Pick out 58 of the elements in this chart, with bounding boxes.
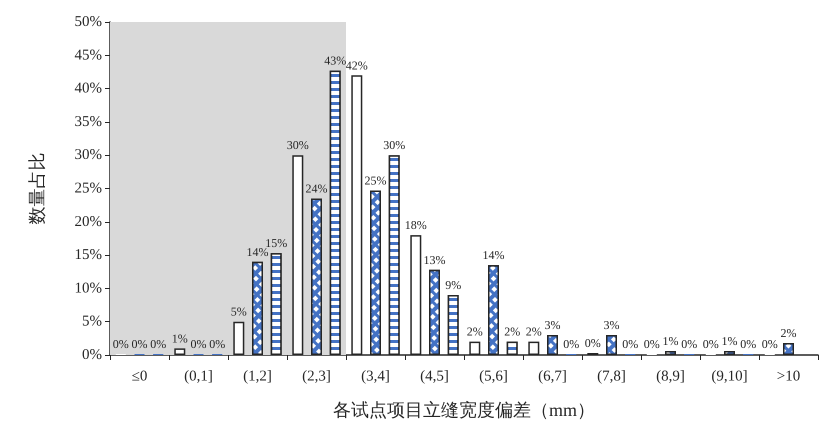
data-label: 0%	[150, 337, 166, 351]
data-label: 0%	[702, 337, 719, 351]
data-label: 0%	[132, 337, 148, 351]
data-label: 0%	[584, 336, 601, 350]
data-label: 9%	[445, 278, 462, 292]
y-tick-label: 10%	[74, 280, 102, 296]
y-tick-label: 40%	[74, 80, 102, 97]
x-tick-label: (0,1]	[184, 368, 213, 384]
y-tick-label: 20%	[74, 214, 102, 230]
x-tick-label: (2,3]	[302, 368, 331, 384]
data-label: 43%	[324, 54, 346, 68]
data-label: 2%	[526, 324, 542, 339]
y-tick-label: 45%	[74, 47, 102, 64]
data-label: 0%	[563, 337, 580, 351]
y-tick-label: 30%	[74, 147, 102, 164]
y-tick-label: 15%	[74, 247, 102, 264]
data-label: 1%	[172, 331, 188, 346]
data-label: 30%	[383, 138, 406, 152]
x-tick-label: (8,9]	[656, 368, 685, 384]
data-label: 24%	[306, 181, 328, 196]
x-tick-label: >10	[776, 368, 800, 384]
x-axis-title: 各试点项目立缝宽度偏差（mm）	[332, 400, 596, 420]
data-label: 2%	[466, 324, 483, 339]
y-tick-label: 35%	[74, 114, 102, 130]
x-tick-label: (5,6]	[479, 368, 508, 384]
y-axis-title: 数量占比	[27, 152, 47, 224]
data-label: 0%	[644, 337, 660, 351]
data-label: 13%	[424, 252, 446, 267]
y-tick-label: 0%	[82, 347, 102, 363]
data-label: 1%	[662, 334, 678, 348]
data-label: 0%	[681, 337, 698, 351]
x-tick-label: (6,7]	[538, 368, 567, 384]
data-label: 14%	[482, 248, 504, 262]
data-label: 1%	[722, 334, 738, 348]
y-tick-label: 25%	[74, 180, 102, 196]
y-tick-label: 5%	[82, 314, 102, 330]
data-label: 2%	[504, 324, 520, 339]
x-tick-label: (3,4]	[361, 368, 390, 384]
data-label: 3%	[604, 318, 620, 332]
y-tick-label: 50%	[74, 14, 102, 30]
data-label: 30%	[286, 138, 309, 152]
x-tick-label: (7,8]	[597, 368, 626, 384]
x-tick-label: (9,10]	[711, 368, 748, 384]
data-label: 5%	[230, 304, 247, 319]
data-label: 0%	[112, 337, 129, 351]
data-label: 0%	[622, 337, 638, 351]
x-tick-label: (1,2]	[243, 368, 272, 384]
data-label: 25%	[364, 174, 386, 188]
data-label: 18%	[404, 218, 427, 232]
data-label: 2%	[780, 326, 796, 340]
data-label: 0%	[209, 337, 226, 351]
data-label: 42%	[346, 58, 368, 72]
x-tick-label: ≤0	[132, 368, 148, 384]
data-label: 0%	[190, 337, 206, 351]
data-label: 0%	[762, 337, 778, 351]
data-label: 3%	[544, 318, 560, 332]
x-tick-label: (4,5]	[420, 368, 449, 384]
data-label: 0%	[740, 337, 756, 351]
